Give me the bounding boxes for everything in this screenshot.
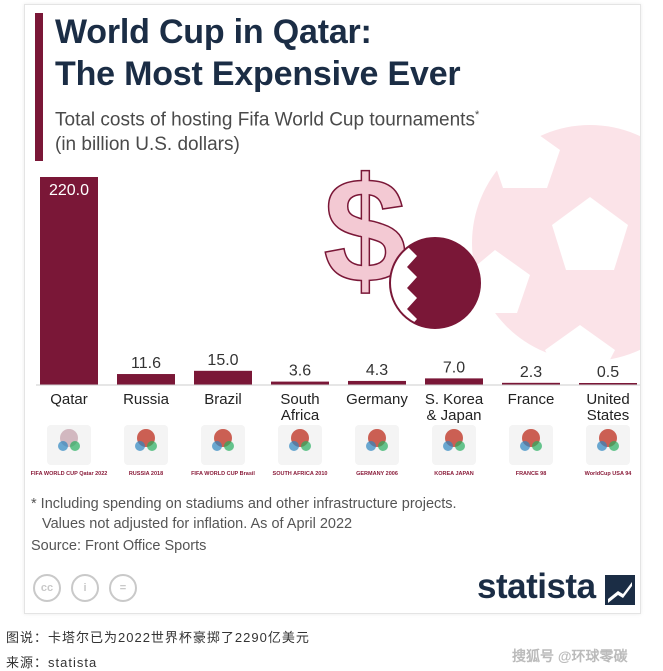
bar-0 xyxy=(40,177,98,385)
title-line-1: World Cup in Qatar: xyxy=(55,13,372,51)
chart-title: World Cup in Qatar: The Most Expensive Ev… xyxy=(55,11,461,95)
watermark: 搜狐号 @环球零碳 xyxy=(512,648,628,664)
logo-caption: FRANCE 98 xyxy=(516,471,547,477)
image-source-caption: 来源：statista xyxy=(6,655,98,670)
world-cup-logo-icon: FIFA WORLD CUP Qatar 2022 xyxy=(31,425,108,477)
world-cup-logo-icon: FIFA WORLD CUP Brasil xyxy=(191,425,255,477)
category-label: South Africa xyxy=(280,391,319,424)
world-cup-logo-icon: GERMANY 2006 xyxy=(355,425,399,477)
no-derivatives-icon[interactable]: = xyxy=(109,574,137,602)
logo-caption: GERMANY 2006 xyxy=(356,471,398,477)
bar-value-label: 2.3 xyxy=(520,364,542,381)
bar-chart: $ 220.0 Qatar 11.6 Russia 15.0 Brazil 3.6 South… xyxy=(31,125,640,477)
category-label: Russia xyxy=(123,391,170,408)
infographic-card: World Cup in Qatar: The Most Expensive Ev… xyxy=(24,4,641,614)
footnote-line-2: Values not adjusted for inflation. As of… xyxy=(42,516,353,532)
cc-icon[interactable]: cc xyxy=(33,574,61,602)
category-label: United States xyxy=(586,391,629,424)
bar-value-label: 220.0 xyxy=(49,182,89,199)
world-cup-logo-icon: WorldCup USA 94 xyxy=(585,425,633,477)
logos-layer: FIFA WORLD CUP Qatar 2022 RUSSIA 2018 FIFA… xyxy=(31,425,633,477)
bar-value-label: 15.0 xyxy=(207,352,238,369)
footnote-line-1: * Including spending on stadiums and oth… xyxy=(31,496,457,512)
bar-value-label: 7.0 xyxy=(443,359,465,376)
background-decoration: $ xyxy=(323,125,640,375)
football-icon xyxy=(465,125,640,375)
bar-value-label: 3.6 xyxy=(289,363,311,380)
attribution-icon[interactable]: i xyxy=(71,574,99,602)
category-label: S. Korea & Japan xyxy=(425,391,484,424)
logo-caption: WorldCup USA 94 xyxy=(585,471,633,477)
license-icons: cc i = xyxy=(33,574,137,602)
title-accent-bar xyxy=(35,13,43,161)
logo-caption: KOREA JAPAN xyxy=(434,471,473,477)
bar-value-label: 0.5 xyxy=(597,364,619,381)
source-text: Source: Front Office Sports xyxy=(31,538,207,554)
statista-logo[interactable]: statista xyxy=(477,567,596,606)
world-cup-logo-icon: KOREA JAPAN xyxy=(432,425,476,477)
statista-logo-mark-icon xyxy=(605,575,635,605)
chart-subtitle: Total costs of hosting Fifa World Cup to… xyxy=(55,103,479,157)
subtitle-line-1: Total costs of hosting Fifa World Cup to… xyxy=(55,109,475,131)
logo-caption: SOUTH AFRICA 2010 xyxy=(273,471,328,477)
world-cup-logo-icon: FRANCE 98 xyxy=(509,425,553,477)
bar-value-label: 11.6 xyxy=(131,355,161,372)
bar-1 xyxy=(117,374,175,385)
category-label: Brazil xyxy=(204,391,242,408)
category-label: Germany xyxy=(346,391,408,408)
bar-4 xyxy=(348,380,406,385)
bar-6 xyxy=(502,382,560,385)
bar-3 xyxy=(271,381,329,385)
bar-value-label: 4.3 xyxy=(366,362,388,379)
footnote: * Including spending on stadiums and oth… xyxy=(31,494,457,534)
category-label: France xyxy=(508,391,555,408)
bar-5 xyxy=(425,378,483,385)
world-cup-logo-icon: RUSSIA 2018 xyxy=(124,425,168,477)
logo-caption: FIFA WORLD CUP Brasil xyxy=(191,471,255,477)
world-cup-logo-icon: SOUTH AFRICA 2010 xyxy=(273,425,328,477)
image-caption: 图说：卡塔尔已为2022世界杯豪掷了2290亿美元 xyxy=(6,630,310,645)
category-label: Qatar xyxy=(50,391,88,408)
subtitle-line-2: (in billion U.S. dollars) xyxy=(55,134,240,156)
bars-layer: 220.0 Qatar 11.6 Russia 15.0 Brazil 3.6 South Af… xyxy=(40,177,637,424)
title-line-2: The Most Expensive Ever xyxy=(55,55,461,93)
subtitle-footnote-mark: * xyxy=(474,109,480,121)
logo-caption: FIFA WORLD CUP Qatar 2022 xyxy=(31,471,108,477)
bar-2 xyxy=(194,370,252,385)
bar-7 xyxy=(579,383,637,385)
logo-caption: RUSSIA 2018 xyxy=(129,471,163,477)
